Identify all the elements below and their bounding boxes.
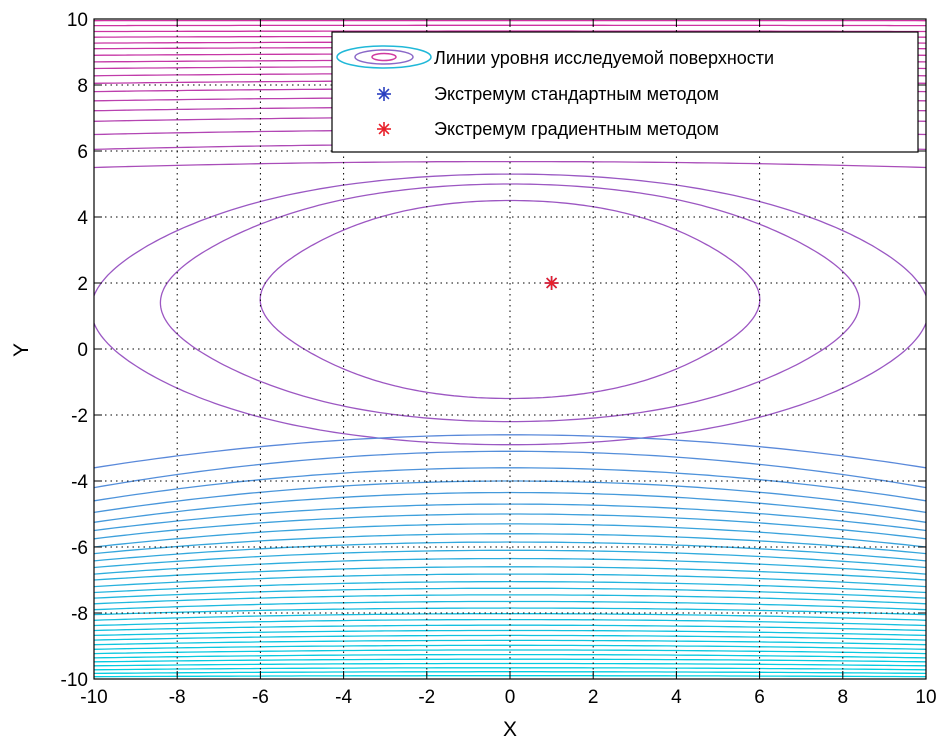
y-tick-label: 8 [77,76,88,97]
x-tick-label: 6 [754,687,765,708]
legend-marker-standard [377,87,391,101]
extremum-gradient-marker [545,276,559,290]
x-tick-label: 10 [915,687,936,708]
x-axis-label: X [503,718,517,741]
legend-label-standard: Экстремум стандартным методом [434,84,719,104]
legend-star-standard [377,87,391,101]
y-tick-label: -4 [71,472,88,493]
legend-marker-gradient [377,122,391,136]
y-tick-label: -6 [71,538,88,559]
y-tick-label: -8 [71,604,88,625]
y-tick-label: 2 [77,274,88,295]
x-tick-label: 2 [588,687,599,708]
x-tick-label: 4 [671,687,682,708]
y-tick-label: -10 [61,670,88,691]
x-tick-label: -8 [169,687,186,708]
x-tick-label: 8 [838,687,849,708]
x-tick-label: 0 [505,687,516,708]
legend-label-contours: Линии уровня исследуемой поверхности [434,48,774,68]
x-tick-label: -4 [335,687,352,708]
legend: Линии уровня исследуемой поверхности Экс… [332,32,918,152]
y-tick-labels: -10 -8 -6 -4 -2 0 2 4 6 8 10 [61,10,89,691]
legend-label-gradient: Экстремум градиентным методом [434,119,719,139]
y-tick-label: -2 [71,406,88,427]
x-tick-label: -2 [418,687,435,708]
y-tick-label: 6 [77,142,88,163]
legend-star-gradient [377,122,391,136]
y-tick-label: 0 [77,340,88,361]
y-tick-label: 4 [77,208,88,229]
extremum-points [545,276,559,290]
x-tick-label: -6 [252,687,269,708]
y-tick-label: 10 [67,10,88,31]
y-axis-label: Y [10,343,33,357]
